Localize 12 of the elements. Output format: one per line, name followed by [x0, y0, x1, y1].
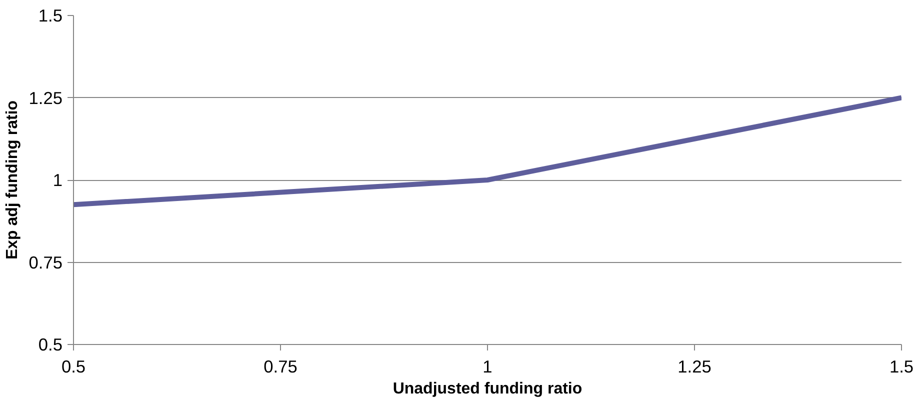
y-tick-label: 1.5 — [38, 6, 63, 26]
y-tick-label: 0.5 — [38, 334, 63, 354]
x-tick-label: 1.25 — [678, 356, 712, 376]
x-tick-label: 1 — [482, 356, 492, 376]
y-tick-label: 1 — [52, 170, 63, 190]
y-axis-title: Exp adj funding ratio — [4, 100, 21, 260]
x-axis-title: Unadjusted funding ratio — [392, 380, 582, 398]
y-tick-label: 0.75 — [28, 252, 63, 272]
x-tick-label: 1.5 — [889, 356, 914, 376]
x-tick-label: 0.5 — [61, 356, 86, 376]
x-tick-label: 0.75 — [264, 356, 298, 376]
y-tick-label: 1.25 — [28, 88, 63, 108]
